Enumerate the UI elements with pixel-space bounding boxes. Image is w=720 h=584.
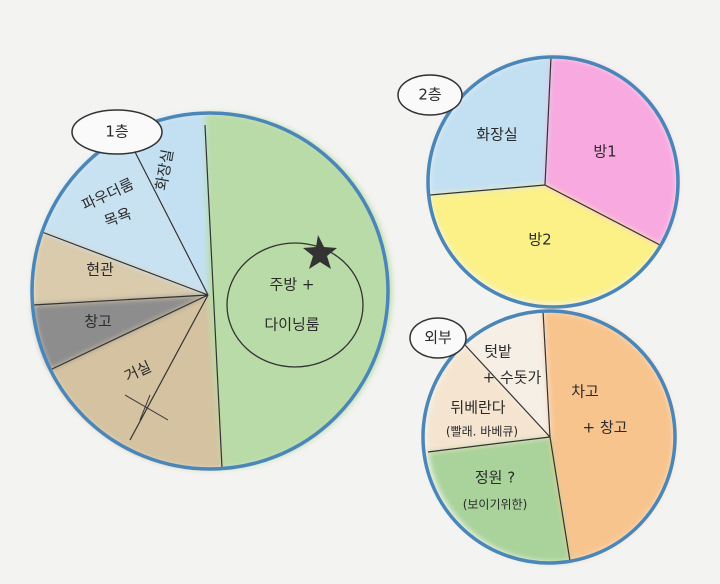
living-fill [50, 295, 222, 470]
floor-label: 외부 [424, 329, 452, 347]
room-label: 차고 [571, 383, 599, 401]
bath-fill [128, 113, 208, 295]
vegetable-fill [465, 311, 550, 437]
room-label: (보이기위한) [463, 498, 528, 512]
floor-label: 2층 [418, 86, 441, 104]
room-label: 화장실 [476, 126, 517, 144]
room-label: + 수돗가 [483, 369, 542, 387]
veranda-fill [426, 345, 550, 452]
entry-fill [32, 232, 208, 305]
watercolor-fills [426, 310, 675, 563]
star-icon [303, 235, 337, 269]
partition-lines [427, 310, 571, 562]
floor-label-oval [71, 109, 163, 155]
room-label: + 창고 [583, 419, 628, 437]
cross-mark [139, 394, 151, 421]
outdoor: 외부 텃밭 + 수돗가 뒤베란다 (빨래. 바베큐) 정원 ? (보이기위한) … [409, 309, 677, 565]
garage-fill [543, 310, 675, 561]
floor-1: 1층 화장실 파우더룸 목욕 현관 창고 거실 주방 + 다이닝룸 [30, 109, 392, 471]
room-label: 텃밭 [484, 343, 512, 361]
cross-mark [124, 394, 169, 421]
room-label: 현관 [86, 261, 114, 279]
kitchen-outline [226, 242, 364, 368]
kitchen-fill [205, 112, 392, 469]
floor-ring [30, 111, 390, 471]
room-label: 창고 [84, 313, 112, 331]
powder-fill [42, 132, 208, 295]
floor-ring [421, 309, 677, 565]
bath-fill [429, 57, 551, 195]
room1-fill [545, 56, 678, 245]
garden-fill [428, 437, 570, 563]
storage-fill [33, 295, 208, 370]
room2-fill [430, 185, 660, 304]
room-label: 다이닝룸 [264, 316, 319, 334]
watercolor-fills [429, 56, 678, 304]
room-label: 방1 [593, 143, 616, 161]
floor-label: 1층 [105, 123, 128, 141]
room-label: 주방 + [270, 276, 315, 294]
room-label: (빨래. 바베큐) [446, 425, 518, 439]
partition-lines [429, 56, 661, 246]
room-label: 뒤베란다 [450, 399, 505, 417]
partition-lines [32, 124, 223, 469]
watercolor-fills [32, 112, 392, 470]
room-label: 정원 ? [475, 469, 515, 487]
room-label: 방2 [528, 231, 551, 249]
floor-2: 2층 화장실 방1 방2 [397, 55, 680, 309]
floor-ring [426, 55, 680, 309]
floor-label-oval [409, 317, 467, 359]
floor-label-oval [397, 74, 463, 116]
